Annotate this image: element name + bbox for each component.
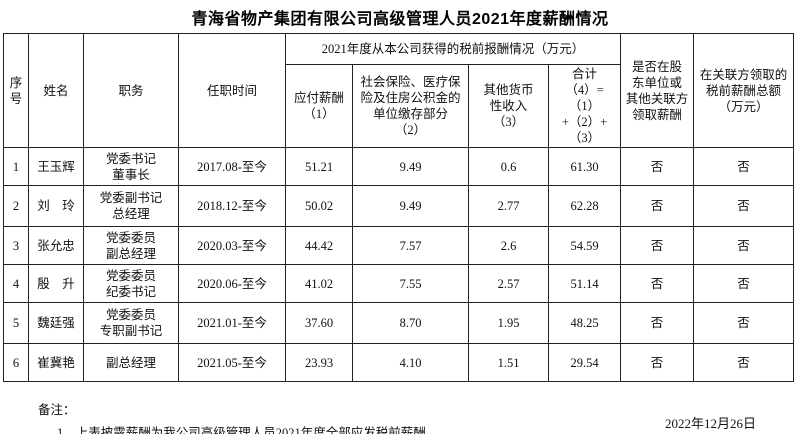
- cell-name: 殷 升: [28, 264, 84, 303]
- cell-tenure: 2017.08-至今: [178, 147, 286, 186]
- cell-position: 党委委员 专职副书记: [83, 302, 179, 344]
- cell-related: 否: [693, 147, 795, 186]
- cell-shareholder: 否: [620, 302, 695, 344]
- cell-salary: 51.21: [285, 147, 353, 186]
- col-header-other: 其他货币 性收入 （3）: [468, 64, 549, 148]
- cell-other: 1.51: [468, 343, 549, 382]
- cell-name: 刘 玲: [28, 185, 84, 227]
- cell-insurance: 7.55: [352, 264, 469, 303]
- cell-salary: 37.60: [285, 302, 353, 344]
- cell-insurance: 9.49: [352, 147, 469, 186]
- cell-related: 否: [693, 226, 795, 265]
- cell-no: 3: [3, 226, 29, 265]
- col-header-total: 合计 （4）=（1） +（2）+ （3）: [547, 64, 622, 148]
- col-header-position: 职务: [83, 33, 179, 148]
- cell-name: 魏廷强: [28, 302, 84, 344]
- cell-insurance: 7.57: [352, 226, 469, 265]
- cell-no: 4: [3, 264, 29, 303]
- cell-related: 否: [693, 302, 795, 344]
- cell-position: 党委委员 纪委书记: [83, 264, 179, 303]
- cell-total: 29.54: [547, 343, 622, 382]
- cell-shareholder: 否: [620, 264, 695, 303]
- salary-table: 序 号 姓名 职务 任职时间 2021年度从本公司获得的税前报酬情况（万元） 是…: [3, 33, 795, 382]
- table-row: 3 张允忠 党委委员 副总经理 2020.03-至今 44.42 7.57 2.…: [3, 226, 795, 265]
- cell-shareholder: 否: [620, 343, 695, 382]
- cell-other: 2.6: [468, 226, 549, 265]
- table-header: 序 号 姓名 职务 任职时间 2021年度从本公司获得的税前报酬情况（万元） 是…: [3, 33, 795, 148]
- cell-related: 否: [693, 264, 795, 303]
- cell-salary: 50.02: [285, 185, 353, 227]
- cell-insurance: 8.70: [352, 302, 469, 344]
- cell-tenure: 2020.03-至今: [178, 226, 286, 265]
- cell-related: 否: [693, 185, 795, 227]
- col-header-insurance: 社会保险、医疗保 险及住房公积金的 单位缴存部分 （2）: [352, 64, 469, 148]
- cell-tenure: 2018.12-至今: [178, 185, 286, 227]
- cell-shareholder: 否: [620, 226, 695, 265]
- document-page: 青海省物产集团有限公司高级管理人员2021年度薪酬情况 序 号 姓名 职务 任职…: [0, 5, 800, 434]
- document-date: 2022年12月26日: [664, 416, 756, 431]
- notes-section: 备注： 1、上表披露薪酬为我公司高级管理人员2021年度全部应发税前薪酬。: [0, 399, 800, 434]
- table-row: 5 魏廷强 党委委员 专职副书记 2021.01-至今 37.60 8.70 1…: [3, 302, 795, 344]
- cell-no: 2: [3, 185, 29, 227]
- col-header-related: 在关联方领取的 税前薪酬总额 （万元）: [693, 33, 795, 148]
- col-header-salary: 应付薪酬 （1）: [285, 64, 353, 148]
- cell-name: 王玉辉: [28, 147, 84, 186]
- cell-shareholder: 否: [620, 185, 695, 227]
- cell-other: 0.6: [468, 147, 549, 186]
- cell-salary: 23.93: [285, 343, 353, 382]
- note-item-1: 1、上表披露薪酬为我公司高级管理人员2021年度全部应发税前薪酬。: [57, 426, 439, 434]
- cell-related: 否: [693, 343, 795, 382]
- cell-total: 48.25: [547, 302, 622, 344]
- page-title: 青海省物产集团有限公司高级管理人员2021年度薪酬情况: [191, 11, 609, 28]
- cell-position: 党委委员 副总经理: [83, 226, 179, 265]
- cell-tenure: 2021.01-至今: [178, 302, 286, 344]
- table-row: 6 崔冀艳 副总经理 2021.05-至今 23.93 4.10 1.51 29…: [3, 343, 795, 382]
- cell-total: 54.59: [547, 226, 622, 265]
- cell-total: 62.28: [547, 185, 622, 227]
- table-row: 1 王玉辉 党委书记 董事长 2017.08-至今 51.21 9.49 0.6…: [3, 147, 795, 186]
- cell-insurance: 4.10: [352, 343, 469, 382]
- cell-insurance: 9.49: [352, 185, 469, 227]
- cell-salary: 41.02: [285, 264, 353, 303]
- cell-position: 党委书记 董事长: [83, 147, 179, 186]
- col-header-tenure: 任职时间: [178, 33, 286, 148]
- col-header-shareholder: 是否在股 东单位或 其他关联方 领取薪酬: [620, 33, 695, 148]
- table-row: 4 殷 升 党委委员 纪委书记 2020.06-至今 41.02 7.55 2.…: [3, 264, 795, 303]
- cell-name: 崔冀艳: [28, 343, 84, 382]
- cell-position: 副总经理: [83, 343, 179, 382]
- cell-name: 张允忠: [28, 226, 84, 265]
- cell-shareholder: 否: [620, 147, 695, 186]
- cell-tenure: 2021.05-至今: [178, 343, 286, 382]
- cell-total: 51.14: [547, 264, 622, 303]
- col-header-no: 序 号: [3, 33, 29, 148]
- cell-position: 党委副书记 总经理: [83, 185, 179, 227]
- cell-no: 5: [3, 302, 29, 344]
- notes-label: 备注：: [38, 403, 76, 417]
- cell-no: 1: [3, 147, 29, 186]
- cell-no: 6: [3, 343, 29, 382]
- cell-other: 2.57: [468, 264, 549, 303]
- cell-salary: 44.42: [285, 226, 353, 265]
- col-header-group-pretax: 2021年度从本公司获得的税前报酬情况（万元）: [284, 33, 622, 65]
- cell-total: 61.30: [547, 147, 622, 186]
- table-row: 2 刘 玲 党委副书记 总经理 2018.12-至今 50.02 9.49 2.…: [3, 185, 795, 227]
- cell-other: 1.95: [468, 302, 549, 344]
- cell-other: 2.77: [468, 185, 549, 227]
- col-header-name: 姓名: [28, 33, 84, 148]
- cell-tenure: 2020.06-至今: [178, 264, 286, 303]
